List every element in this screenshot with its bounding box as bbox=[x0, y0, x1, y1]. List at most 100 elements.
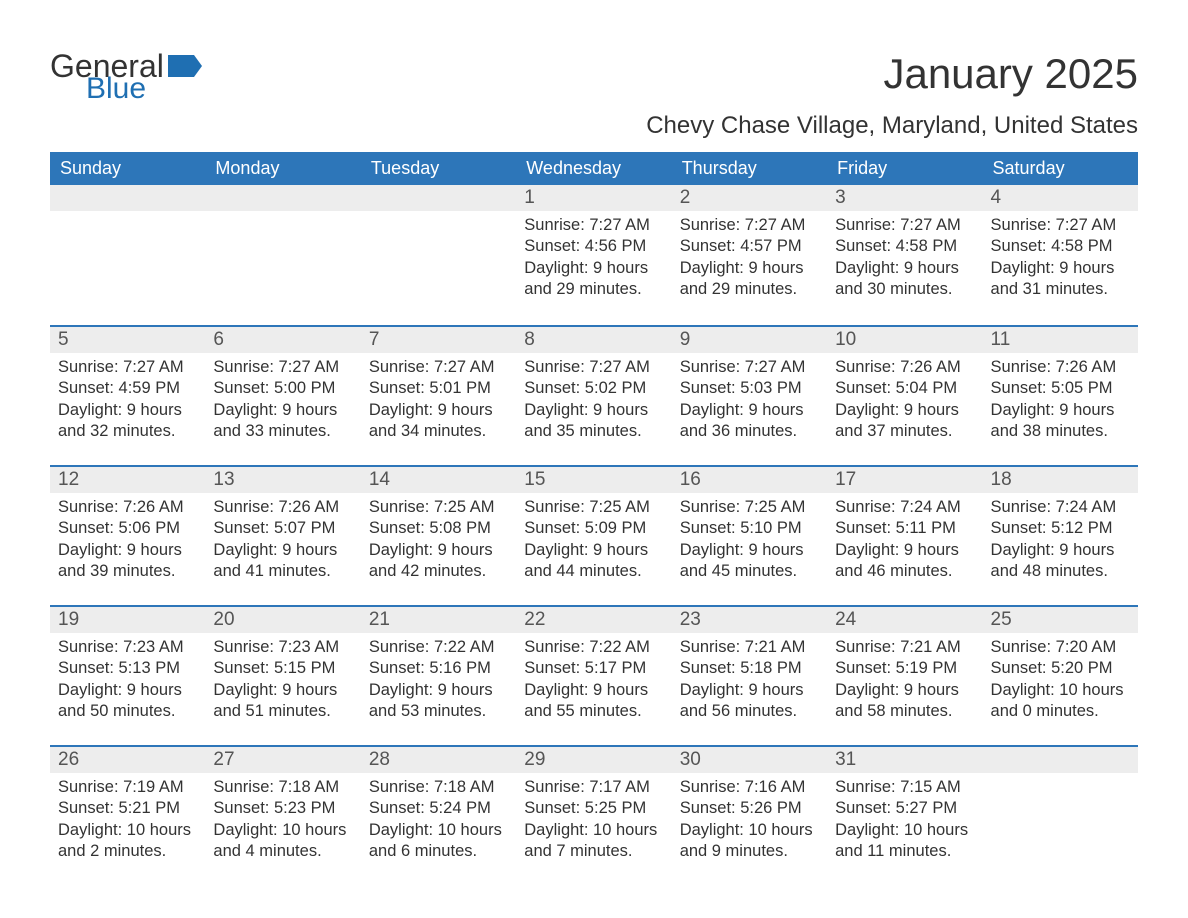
day-header: Sunday bbox=[50, 152, 205, 185]
sunrise-text: Sunrise: 7:26 AM bbox=[213, 497, 352, 518]
sunset-text: Sunset: 5:15 PM bbox=[213, 658, 352, 679]
day-header: Monday bbox=[205, 152, 360, 185]
sunrise-text: Sunrise: 7:25 AM bbox=[524, 497, 663, 518]
sunset-text: Sunset: 5:26 PM bbox=[680, 798, 819, 819]
day-number-bar: 21 bbox=[361, 605, 516, 633]
day-content: Sunrise: 7:26 AMSunset: 5:07 PMDaylight:… bbox=[205, 493, 360, 591]
daylight-text: Daylight: 9 hours and 39 minutes. bbox=[58, 540, 197, 583]
day-number-bar: 7 bbox=[361, 325, 516, 353]
day-number-bar: 31 bbox=[827, 745, 982, 773]
calendar-cell bbox=[983, 745, 1138, 885]
calendar-cell: 23Sunrise: 7:21 AMSunset: 5:18 PMDayligh… bbox=[672, 605, 827, 745]
sunset-text: Sunset: 4:57 PM bbox=[680, 236, 819, 257]
day-content: Sunrise: 7:27 AMSunset: 5:01 PMDaylight:… bbox=[361, 353, 516, 451]
sunset-text: Sunset: 5:21 PM bbox=[58, 798, 197, 819]
daylight-text: Daylight: 9 hours and 36 minutes. bbox=[680, 400, 819, 443]
sunrise-text: Sunrise: 7:27 AM bbox=[524, 215, 663, 236]
calendar-cell: 27Sunrise: 7:18 AMSunset: 5:23 PMDayligh… bbox=[205, 745, 360, 885]
day-number-bar: 19 bbox=[50, 605, 205, 633]
sunset-text: Sunset: 5:06 PM bbox=[58, 518, 197, 539]
day-content: Sunrise: 7:27 AMSunset: 5:00 PMDaylight:… bbox=[205, 353, 360, 451]
day-content: Sunrise: 7:24 AMSunset: 5:12 PMDaylight:… bbox=[983, 493, 1138, 591]
day-content: Sunrise: 7:25 AMSunset: 5:08 PMDaylight:… bbox=[361, 493, 516, 591]
day-number-bar: 5 bbox=[50, 325, 205, 353]
day-content: Sunrise: 7:20 AMSunset: 5:20 PMDaylight:… bbox=[983, 633, 1138, 731]
calendar-cell: 15Sunrise: 7:25 AMSunset: 5:09 PMDayligh… bbox=[516, 465, 671, 605]
day-number-bar bbox=[205, 185, 360, 211]
day-number-bar: 25 bbox=[983, 605, 1138, 633]
sunrise-text: Sunrise: 7:18 AM bbox=[369, 777, 508, 798]
day-content: Sunrise: 7:19 AMSunset: 5:21 PMDaylight:… bbox=[50, 773, 205, 871]
sunset-text: Sunset: 5:24 PM bbox=[369, 798, 508, 819]
calendar-cell: 24Sunrise: 7:21 AMSunset: 5:19 PMDayligh… bbox=[827, 605, 982, 745]
calendar-cell bbox=[205, 185, 360, 325]
day-number-bar: 2 bbox=[672, 185, 827, 211]
sunset-text: Sunset: 5:03 PM bbox=[680, 378, 819, 399]
sunrise-text: Sunrise: 7:27 AM bbox=[991, 215, 1130, 236]
day-number-bar: 23 bbox=[672, 605, 827, 633]
day-number-bar: 4 bbox=[983, 185, 1138, 211]
day-content: Sunrise: 7:17 AMSunset: 5:25 PMDaylight:… bbox=[516, 773, 671, 871]
calendar-cell: 22Sunrise: 7:22 AMSunset: 5:17 PMDayligh… bbox=[516, 605, 671, 745]
sunrise-text: Sunrise: 7:21 AM bbox=[835, 637, 974, 658]
sunrise-text: Sunrise: 7:23 AM bbox=[213, 637, 352, 658]
day-content: Sunrise: 7:27 AMSunset: 4:56 PMDaylight:… bbox=[516, 211, 671, 309]
daylight-text: Daylight: 9 hours and 45 minutes. bbox=[680, 540, 819, 583]
day-header: Friday bbox=[827, 152, 982, 185]
day-content: Sunrise: 7:26 AMSunset: 5:04 PMDaylight:… bbox=[827, 353, 982, 451]
calendar-cell: 20Sunrise: 7:23 AMSunset: 5:15 PMDayligh… bbox=[205, 605, 360, 745]
day-header: Tuesday bbox=[361, 152, 516, 185]
sunset-text: Sunset: 5:04 PM bbox=[835, 378, 974, 399]
daylight-text: Daylight: 10 hours and 7 minutes. bbox=[524, 820, 663, 863]
day-content: Sunrise: 7:27 AMSunset: 4:58 PMDaylight:… bbox=[983, 211, 1138, 309]
day-content: Sunrise: 7:18 AMSunset: 5:23 PMDaylight:… bbox=[205, 773, 360, 871]
daylight-text: Daylight: 9 hours and 50 minutes. bbox=[58, 680, 197, 723]
logo: General Blue bbox=[50, 50, 204, 104]
day-number-bar: 30 bbox=[672, 745, 827, 773]
day-number-bar: 11 bbox=[983, 325, 1138, 353]
sunrise-text: Sunrise: 7:21 AM bbox=[680, 637, 819, 658]
day-content: Sunrise: 7:24 AMSunset: 5:11 PMDaylight:… bbox=[827, 493, 982, 591]
day-header: Thursday bbox=[672, 152, 827, 185]
day-content: Sunrise: 7:23 AMSunset: 5:13 PMDaylight:… bbox=[50, 633, 205, 731]
daylight-text: Daylight: 9 hours and 42 minutes. bbox=[369, 540, 508, 583]
sunset-text: Sunset: 5:10 PM bbox=[680, 518, 819, 539]
calendar-cell: 4Sunrise: 7:27 AMSunset: 4:58 PMDaylight… bbox=[983, 185, 1138, 325]
calendar-cell: 28Sunrise: 7:18 AMSunset: 5:24 PMDayligh… bbox=[361, 745, 516, 885]
day-content: Sunrise: 7:27 AMSunset: 4:57 PMDaylight:… bbox=[672, 211, 827, 309]
day-number-bar: 9 bbox=[672, 325, 827, 353]
sunrise-text: Sunrise: 7:24 AM bbox=[991, 497, 1130, 518]
daylight-text: Daylight: 9 hours and 29 minutes. bbox=[524, 258, 663, 301]
calendar-cell: 13Sunrise: 7:26 AMSunset: 5:07 PMDayligh… bbox=[205, 465, 360, 605]
day-content: Sunrise: 7:26 AMSunset: 5:05 PMDaylight:… bbox=[983, 353, 1138, 451]
sunset-text: Sunset: 4:58 PM bbox=[835, 236, 974, 257]
calendar-week: 5Sunrise: 7:27 AMSunset: 4:59 PMDaylight… bbox=[50, 325, 1138, 465]
daylight-text: Daylight: 9 hours and 56 minutes. bbox=[680, 680, 819, 723]
sunrise-text: Sunrise: 7:18 AM bbox=[213, 777, 352, 798]
calendar-cell: 10Sunrise: 7:26 AMSunset: 5:04 PMDayligh… bbox=[827, 325, 982, 465]
sunrise-text: Sunrise: 7:27 AM bbox=[213, 357, 352, 378]
sunset-text: Sunset: 5:05 PM bbox=[991, 378, 1130, 399]
sunset-text: Sunset: 4:56 PM bbox=[524, 236, 663, 257]
calendar-body: 1Sunrise: 7:27 AMSunset: 4:56 PMDaylight… bbox=[50, 185, 1138, 885]
day-content: Sunrise: 7:25 AMSunset: 5:10 PMDaylight:… bbox=[672, 493, 827, 591]
day-content: Sunrise: 7:27 AMSunset: 4:59 PMDaylight:… bbox=[50, 353, 205, 451]
daylight-text: Daylight: 9 hours and 58 minutes. bbox=[835, 680, 974, 723]
day-content: Sunrise: 7:18 AMSunset: 5:24 PMDaylight:… bbox=[361, 773, 516, 871]
sunrise-text: Sunrise: 7:24 AM bbox=[835, 497, 974, 518]
day-number-bar bbox=[361, 185, 516, 211]
calendar-cell: 9Sunrise: 7:27 AMSunset: 5:03 PMDaylight… bbox=[672, 325, 827, 465]
calendar-week: 26Sunrise: 7:19 AMSunset: 5:21 PMDayligh… bbox=[50, 745, 1138, 885]
daylight-text: Daylight: 9 hours and 32 minutes. bbox=[58, 400, 197, 443]
sunrise-text: Sunrise: 7:23 AM bbox=[58, 637, 197, 658]
day-number-bar: 20 bbox=[205, 605, 360, 633]
day-content: Sunrise: 7:22 AMSunset: 5:17 PMDaylight:… bbox=[516, 633, 671, 731]
day-number-bar: 27 bbox=[205, 745, 360, 773]
daylight-text: Daylight: 9 hours and 34 minutes. bbox=[369, 400, 508, 443]
day-number-bar: 10 bbox=[827, 325, 982, 353]
sunset-text: Sunset: 5:27 PM bbox=[835, 798, 974, 819]
day-number-bar: 12 bbox=[50, 465, 205, 493]
sunrise-text: Sunrise: 7:26 AM bbox=[835, 357, 974, 378]
sunrise-text: Sunrise: 7:25 AM bbox=[680, 497, 819, 518]
sunset-text: Sunset: 5:08 PM bbox=[369, 518, 508, 539]
